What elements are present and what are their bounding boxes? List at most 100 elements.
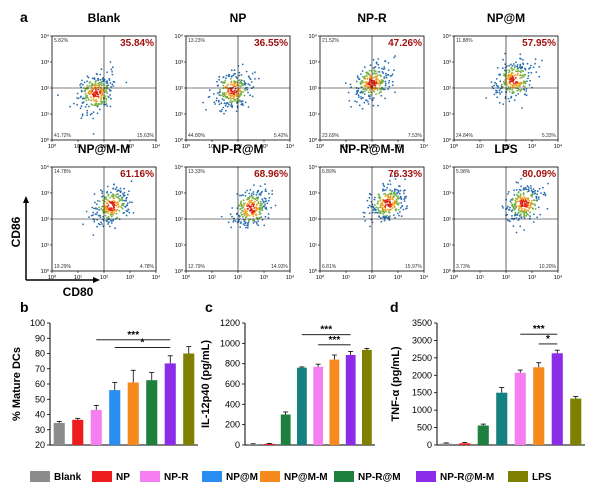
- flow-event-dot: [110, 220, 113, 222]
- bar-np-r: [90, 409, 102, 445]
- flow-event-dot: [513, 194, 516, 196]
- flow-event-dot: [380, 220, 383, 223]
- flow-event-dot: [529, 215, 532, 218]
- flow-event-dot: [215, 97, 218, 100]
- flow-event-dot: [509, 206, 511, 209]
- flow-event-dot: [95, 203, 98, 206]
- flow-event-dot: [106, 202, 109, 205]
- flow-event-dot: [123, 199, 126, 202]
- flow-event-dot: [104, 89, 107, 92]
- flow-event-dot: [355, 80, 358, 83]
- flow-event-dot: [382, 189, 384, 192]
- legend-swatch: [416, 471, 436, 482]
- flow-event-dot: [530, 187, 532, 190]
- flow-event-dot: [116, 208, 119, 211]
- flow-event-dot: [106, 216, 108, 219]
- flow-event-dot: [521, 69, 523, 72]
- flow-event-dot: [108, 207, 111, 210]
- bar-np: [459, 443, 471, 445]
- flow-event-dot: [92, 214, 94, 216]
- flow-event-dot: [94, 93, 97, 96]
- quadrant-lower-left-pct: 19.29%: [54, 264, 72, 270]
- flow-event-dot: [259, 192, 262, 195]
- flow-event-dot: [386, 74, 389, 76]
- flow-event-dot: [110, 208, 113, 210]
- quadrant-upper-right-pct: 35.84%: [120, 38, 154, 49]
- flow-event-dot: [495, 84, 498, 87]
- flow-event-dot: [97, 78, 99, 80]
- flow-event-dot: [79, 96, 82, 99]
- flow-event-dot: [380, 94, 383, 97]
- flow-event-dot: [508, 220, 510, 222]
- flow-event-dot: [524, 202, 527, 205]
- flow-event-dot: [537, 206, 540, 209]
- bar-np-m: [496, 392, 508, 445]
- flow-event-dot: [399, 211, 401, 213]
- flow-event-dot: [523, 67, 526, 70]
- flow-event-dot: [242, 213, 244, 216]
- flow-event-dot: [387, 205, 390, 207]
- flow-event-dot: [386, 214, 389, 217]
- flow-event-dot: [231, 91, 234, 93]
- flow-event-dot: [513, 99, 516, 101]
- flow-event-dot: [531, 190, 534, 193]
- legend-swatch: [92, 471, 112, 482]
- flow-event-dot: [86, 75, 89, 78]
- quadrant-lower-right-pct: 10.20%: [539, 264, 557, 270]
- flow-event-dot: [109, 61, 112, 63]
- flow-event-dot: [93, 207, 95, 210]
- flow-event-dot: [112, 194, 115, 196]
- flow-event-dot: [108, 88, 111, 91]
- flow-event-dot: [394, 200, 397, 203]
- flow-event-dot: [525, 88, 528, 90]
- flow-event-dot: [96, 208, 99, 211]
- flow-event-dot: [363, 84, 366, 87]
- flow-event-dot: [243, 202, 245, 205]
- flow-event-dot: [355, 93, 358, 96]
- flow-event-dot: [119, 191, 122, 194]
- flow-event-dot: [123, 191, 126, 194]
- flow-event-dot: [347, 91, 350, 94]
- flow-event-dot: [86, 114, 88, 117]
- flow-event-dot: [240, 205, 243, 208]
- flow-event-dot: [395, 188, 398, 191]
- flow-event-dot: [532, 190, 535, 193]
- significance-label: *: [141, 337, 145, 348]
- flow-event-dot: [537, 196, 540, 199]
- flow-event-dot: [526, 204, 529, 207]
- bar-np-r-m-m: [164, 363, 176, 445]
- flow-x-tick-label: 10²: [368, 275, 376, 281]
- flow-event-dot: [495, 77, 498, 80]
- flow-event-dot: [125, 81, 128, 84]
- flow-event-dot: [114, 227, 116, 230]
- flow-x-tick-label: 10¹: [342, 275, 350, 281]
- flow-event-dot: [524, 197, 527, 200]
- flow-event-dot: [259, 206, 261, 209]
- y-tick-label: 100: [30, 318, 45, 328]
- flow-x-tick-label: 10³: [126, 144, 134, 150]
- flow-event-dot: [523, 210, 525, 213]
- significance-label: ***: [533, 324, 545, 335]
- flow-event-dot: [117, 195, 120, 198]
- flow-event-dot: [244, 222, 247, 225]
- flow-event-dot: [405, 207, 408, 210]
- flow-event-dot: [534, 62, 536, 65]
- flow-event-dot: [374, 66, 377, 68]
- flow-event-dot: [73, 102, 75, 105]
- bar-blank: [248, 444, 259, 445]
- flow-event-dot: [385, 75, 387, 77]
- flow-event-dot: [97, 82, 100, 85]
- flow-event-dot: [510, 84, 513, 86]
- flow-event-dot: [261, 218, 264, 221]
- flow-event-dot: [518, 204, 520, 207]
- flow-event-dot: [508, 90, 511, 93]
- flow-event-dot: [377, 58, 380, 60]
- flow-event-dot: [368, 212, 371, 215]
- flow-event-dot: [515, 181, 518, 184]
- bar-np-m-m: [127, 382, 139, 445]
- flow-event-dot: [94, 88, 97, 91]
- flow-event-dot: [242, 215, 244, 218]
- flow-event-dot: [508, 100, 511, 103]
- flow-event-dot: [235, 94, 238, 97]
- flow-event-dot: [529, 185, 532, 187]
